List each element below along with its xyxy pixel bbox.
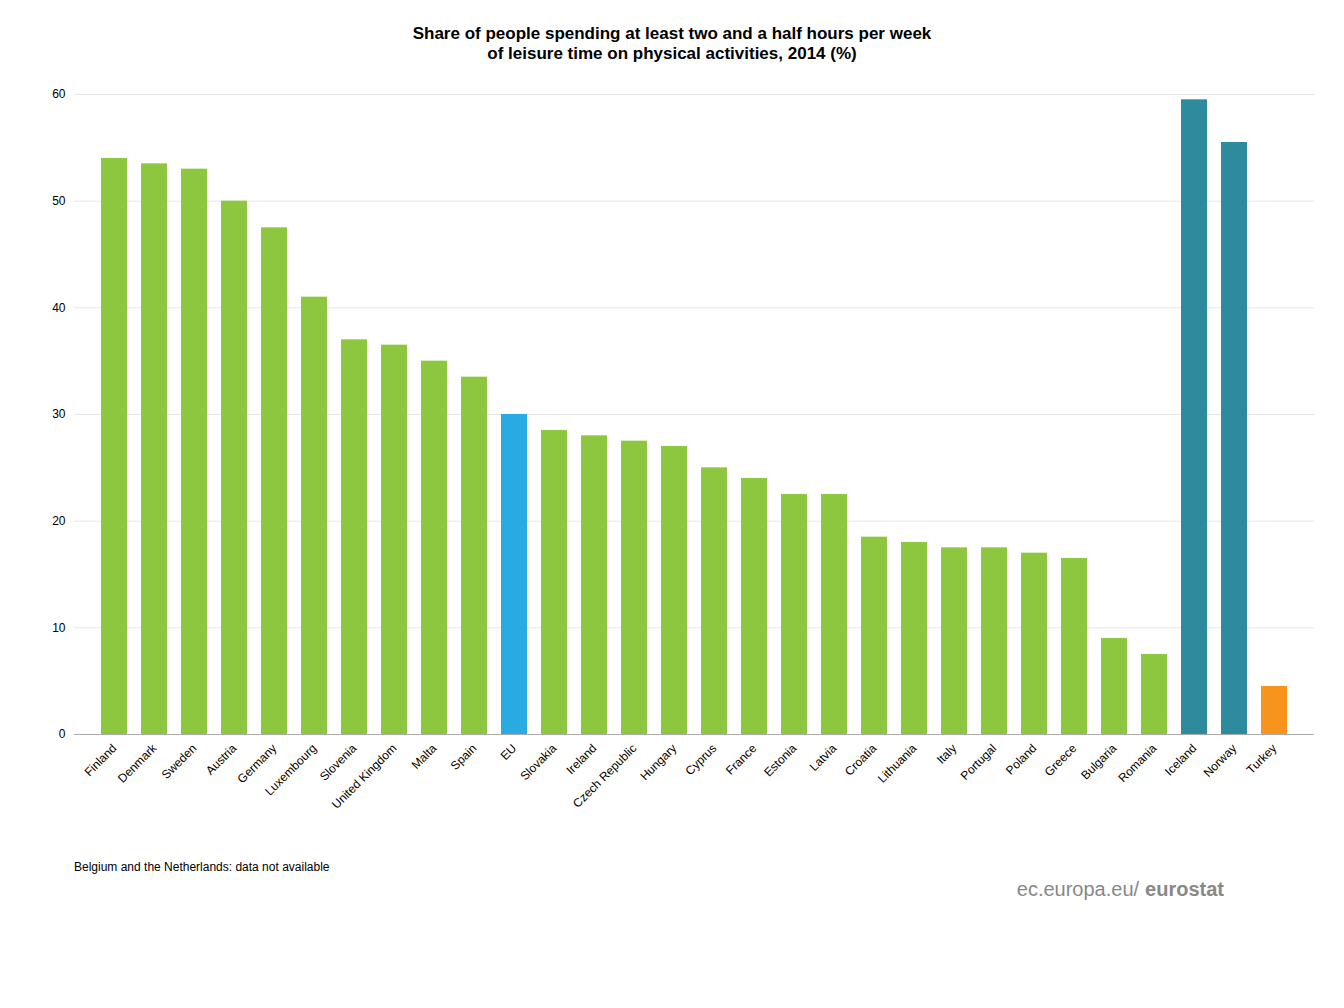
svg-text:Greece: Greece [1042,741,1080,779]
svg-text:Spain: Spain [448,741,480,773]
svg-text:Hungary: Hungary [637,741,679,783]
svg-text:Czech Republic: Czech Republic [570,741,639,810]
svg-text:Bulgaria: Bulgaria [1078,741,1119,782]
html-text:Belgium and the Netherlands: d: Belgium and the Netherlands: data not av… [74,860,330,874]
svg-text:Lithuania: Lithuania [875,741,920,786]
svg-text:60: 60 [52,87,66,101]
svg-text:EU: EU [498,741,520,763]
svg-text:Estonia: Estonia [761,741,799,779]
svg-text:50: 50 [52,194,66,208]
svg-text:40: 40 [52,301,66,315]
svg-text:Slovakia: Slovakia [517,741,559,783]
svg-text:Slovenia: Slovenia [316,741,360,784]
svg-text:Iceland: Iceland [1162,741,1199,778]
svg-text:Italy: Italy [934,741,959,766]
svg-text:Denmark: Denmark [115,741,160,786]
svg-text:Turkey: Turkey [1244,741,1280,777]
svg-text:Latvia: Latvia [807,741,840,774]
svg-text:0: 0 [59,727,66,741]
svg-text:Malta: Malta [409,741,440,772]
svg-text:Portugal: Portugal [958,741,1000,783]
svg-text:Ireland: Ireland [563,741,599,777]
svg-text:Germany: Germany [234,741,280,787]
svg-text:Luxembourg: Luxembourg [262,741,319,798]
svg-text:France: France [723,741,760,778]
svg-text:30: 30 [52,407,66,421]
svg-text:Poland: Poland [1003,741,1039,777]
svg-text:Finland: Finland [82,741,120,779]
svg-text:United Kingdom: United Kingdom [329,741,399,811]
html-text:Share of people spending at le: Share of people spending at least two an… [412,24,932,63]
svg-text:Austria: Austria [203,741,240,778]
svg-text:Croatia: Croatia [842,741,879,778]
svg-text:10: 10 [52,621,66,635]
svg-text:Sweden: Sweden [159,741,200,782]
svg-text:Romania: Romania [1115,741,1159,785]
svg-text:20: 20 [52,514,66,528]
svg-text:Cyprus: Cyprus [683,741,720,778]
svg-text:Norway: Norway [1201,741,1240,780]
html-text:ec.europa.eu/ eurostat: ec.europa.eu/ eurostat [1016,878,1224,900]
